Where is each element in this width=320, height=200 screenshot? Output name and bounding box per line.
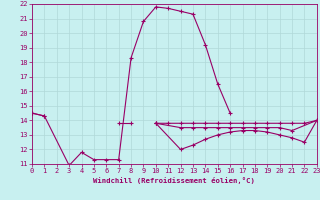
X-axis label: Windchill (Refroidissement éolien,°C): Windchill (Refroidissement éolien,°C) <box>93 177 255 184</box>
